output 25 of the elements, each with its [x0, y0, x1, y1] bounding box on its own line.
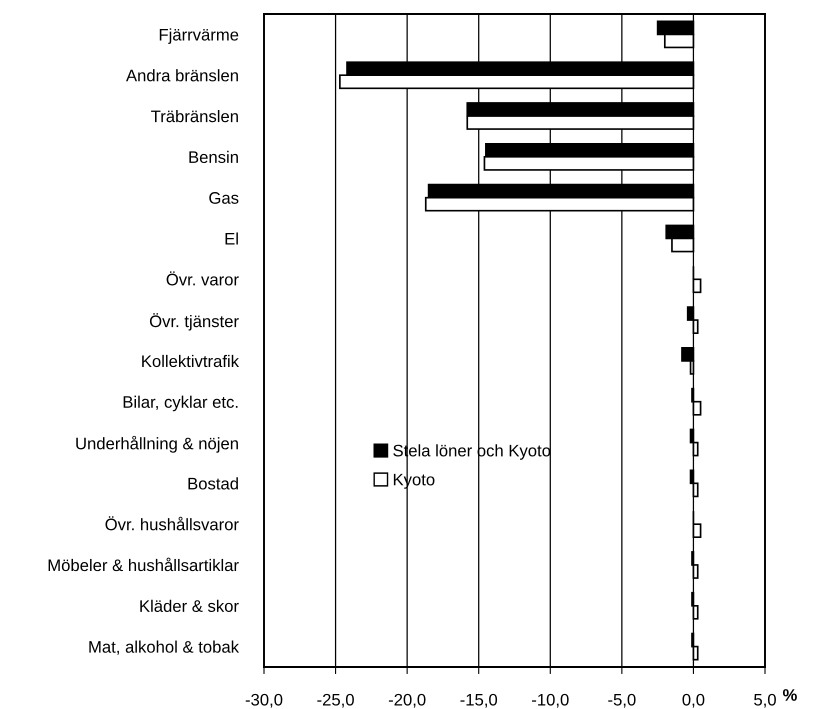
y-tick-label: Övr. varor	[166, 271, 239, 286]
y-tick-label: Bensin	[189, 150, 238, 164]
x-tick-label: 0,0	[682, 694, 704, 708]
x-tick-label: -15,0	[460, 694, 498, 708]
x-tick-label: -20,0	[388, 694, 426, 708]
y-tick-label: Andra bränslen	[126, 69, 238, 82]
y-tick-label: Bostad	[188, 477, 238, 490]
y-tick-label: Möbeler & hushållsartiklar	[48, 558, 239, 572]
x-tick-label: 5,0	[754, 694, 776, 708]
y-tick-label: Gas	[209, 192, 238, 204]
y-tick-label: Kläder & skor	[140, 600, 239, 612]
x-axis-title: %	[782, 689, 797, 701]
x-tick-label: -10,0	[532, 694, 569, 708]
y-tick-label: Kollektivtrafik	[142, 354, 240, 368]
y-tick-label: Mat, alkohol & tobak	[89, 640, 240, 655]
y-tick-label: Bilar, cyklar etc.	[124, 396, 238, 412]
y-tick-label: Övr. hushållsvaror	[105, 516, 239, 530]
y-tick-label: Övr. tjänster	[150, 313, 239, 331]
x-tick-label: -25,0	[317, 694, 354, 708]
y-tick-label: Underhållning & nöjen	[76, 436, 238, 453]
x-tick-label: -30,0	[246, 694, 282, 708]
y-tick-label: Fjärrvärme	[160, 28, 238, 44]
x-tick-label: -5,0	[608, 694, 636, 708]
y-tick-label: El	[226, 232, 238, 245]
y-tick-label: Träbränslen	[151, 110, 238, 122]
